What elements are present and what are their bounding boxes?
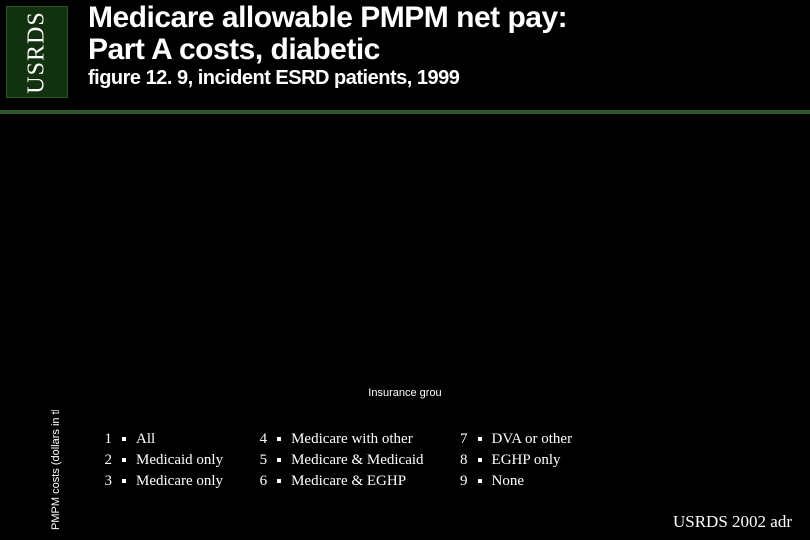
- legend-label: Medicare & Medicaid: [291, 451, 423, 470]
- legend-col-2: 4 Medicare with other 5 Medicare & Medic…: [255, 430, 423, 490]
- legend-label: All: [136, 430, 155, 449]
- legend-num: 9: [456, 472, 468, 491]
- legend-label: Medicare only: [136, 472, 223, 491]
- title-line-2: Part A costs, diabetic: [88, 34, 788, 66]
- legend-num: 1: [100, 430, 112, 449]
- legend-item: 3 Medicare only: [100, 472, 223, 491]
- legend-item: 7 DVA or other: [456, 430, 573, 449]
- legend-item: 5 Medicare & Medicaid: [255, 451, 423, 470]
- bullet-icon: [122, 458, 126, 462]
- bullet-icon: [277, 437, 281, 441]
- bullet-icon: [122, 437, 126, 441]
- bullet-icon: [122, 479, 126, 483]
- legend-item: 4 Medicare with other: [255, 430, 423, 449]
- legend-label: Medicare & EGHP: [291, 472, 406, 491]
- header: USRDS Medicare allowable PMPM net pay: P…: [0, 0, 810, 118]
- legend-label: EGHP only: [492, 451, 561, 470]
- chart-plot-area: [50, 150, 750, 410]
- title-block: Medicare allowable PMPM net pay: Part A …: [88, 2, 788, 90]
- legend-item: 9 None: [456, 472, 573, 491]
- x-axis-label: Insurance grou: [0, 387, 810, 399]
- logo-text: USRDS: [24, 11, 51, 93]
- legend-num: 2: [100, 451, 112, 470]
- legend-col-1: 1 All 2 Medicaid only 3 Medicare only: [100, 430, 223, 490]
- bullet-icon: [478, 458, 482, 462]
- legend-num: 6: [255, 472, 267, 491]
- title-line-1: Medicare allowable PMPM net pay:: [88, 2, 788, 34]
- footer-credit: USRDS 2002 adr: [673, 512, 792, 532]
- legend-num: 5: [255, 451, 267, 470]
- legend-num: 8: [456, 451, 468, 470]
- header-rule: [0, 110, 810, 114]
- legend-item: 8 EGHP only: [456, 451, 573, 470]
- legend-label: Medicaid only: [136, 451, 223, 470]
- bullet-icon: [277, 458, 281, 462]
- logo-box: USRDS: [6, 6, 68, 98]
- legend-num: 3: [100, 472, 112, 491]
- legend-item: 6 Medicare & EGHP: [255, 472, 423, 491]
- legend-num: 4: [255, 430, 267, 449]
- legend-item: 1 All: [100, 430, 223, 449]
- legend: 1 All 2 Medicaid only 3 Medicare only 4 …: [100, 430, 740, 490]
- bullet-icon: [277, 479, 281, 483]
- legend-item: 2 Medicaid only: [100, 451, 223, 470]
- subtitle: figure 12. 9, incident ESRD patients, 19…: [88, 67, 788, 90]
- legend-col-3: 7 DVA or other 8 EGHP only 9 None: [456, 430, 573, 490]
- legend-num: 7: [456, 430, 468, 449]
- bullet-icon: [478, 437, 482, 441]
- legend-label: None: [492, 472, 525, 491]
- bullet-icon: [478, 479, 482, 483]
- legend-label: Medicare with other: [291, 430, 413, 449]
- legend-label: DVA or other: [492, 430, 573, 449]
